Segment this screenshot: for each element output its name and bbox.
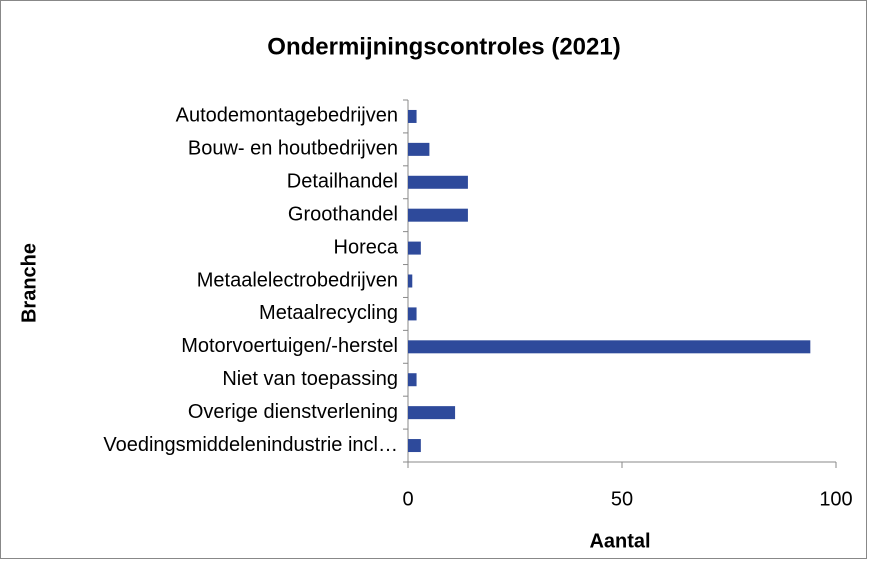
bar (408, 109, 417, 123)
y-tick-label: Metaalelectrobedrijven (197, 269, 398, 291)
bar (408, 142, 430, 156)
y-tick-label: Metaalrecycling (259, 302, 398, 324)
x-tick-label: 0 (402, 488, 413, 510)
bar (408, 340, 811, 354)
y-tick-label: Detailhandel (287, 171, 398, 193)
chart-title: Ondermijningscontroles (2021) (267, 33, 620, 60)
bar (408, 406, 456, 420)
y-tick-label: Motorvoertuigen/-herstel (181, 335, 398, 357)
y-tick-label: Niet van toepassing (222, 368, 398, 390)
bar (408, 175, 468, 189)
bar (408, 439, 421, 453)
x-tick-label: 50 (611, 488, 633, 510)
y-tick-label: Autodemontagebedrijven (176, 105, 398, 127)
bar (408, 208, 468, 222)
bar (408, 241, 421, 255)
y-tick-label: Groothandel (288, 203, 398, 225)
bar (408, 274, 413, 288)
bar (408, 373, 417, 387)
y-tick-label: Horeca (334, 236, 399, 258)
y-tick-label: Bouw- en houtbedrijven (188, 138, 398, 160)
y-tick-label: Voedingsmiddelenindustrie incl… (103, 434, 398, 456)
y-axis-title: Branche (18, 243, 40, 323)
y-tick-label: Overige dienstverlening (188, 401, 398, 423)
x-tick-label: 100 (819, 488, 852, 510)
x-axis-title: Aantal (589, 530, 650, 552)
bar (408, 307, 417, 321)
